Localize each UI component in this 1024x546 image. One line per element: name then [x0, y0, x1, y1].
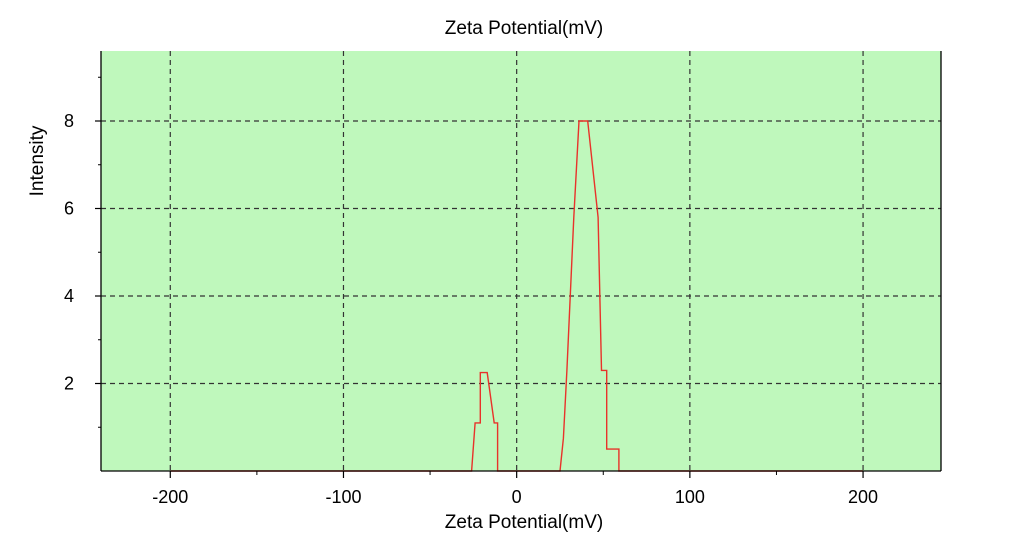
x-tick-label: 0	[512, 487, 522, 507]
y-axis-label: Intensity	[27, 125, 48, 196]
chart-title: Zeta Potential(mV)	[445, 18, 603, 39]
y-tick-label: 2	[64, 374, 74, 394]
plot-area	[101, 51, 941, 471]
y-tick-label: 4	[64, 286, 74, 306]
data-line	[170, 120, 864, 472]
y-tick-label: 6	[64, 199, 74, 219]
x-tick-label: -100	[325, 487, 361, 507]
y-tick-label: 8	[64, 111, 74, 131]
x-tick-label: 100	[675, 487, 705, 507]
x-tick-label: 200	[848, 487, 878, 507]
x-tick-label: -200	[152, 487, 188, 507]
x-axis-label: Zeta Potential(mV)	[445, 512, 603, 533]
